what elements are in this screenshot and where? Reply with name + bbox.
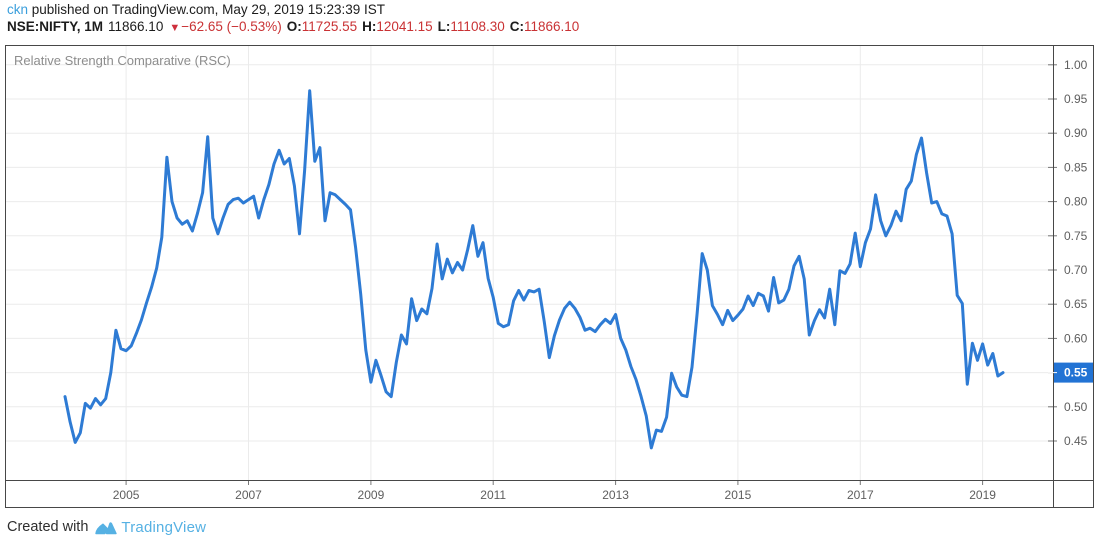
x-axis-label: 2011 — [480, 488, 506, 502]
chart-area: 0.45 0.50 0.55 0.60 0.65 0.70 0.75 0.80 0.85 0.90… — [5, 45, 1094, 508]
y-axis-label: 0.50 — [1064, 400, 1088, 414]
y-axis-label: 0.85 — [1064, 160, 1088, 174]
y-axis-label: 0.75 — [1064, 229, 1088, 243]
chart-canvas[interactable]: 0.45 0.50 0.55 0.60 0.65 0.70 0.75 0.80 0.85 0.90… — [5, 45, 1094, 508]
symbol-info-bar: NSE:NIFTY, 1M 11866.10 ▼−62.65 (−0.53%) O:1… — [7, 19, 579, 36]
chart-frame — [5, 45, 1094, 508]
x-axis-label: 2009 — [358, 488, 385, 502]
x-axis-label: 2007 — [235, 488, 262, 502]
rsc-line-series — [63, 89, 1005, 450]
indicator-label: Relative Strength Comparative (RSC) — [14, 53, 231, 68]
y-axis-label: 0.90 — [1064, 126, 1088, 140]
price-badge — [1054, 362, 1093, 383]
last-price: 11866.10 — [108, 19, 164, 34]
price-change: −62.65 (−0.53%) — [181, 19, 282, 34]
open-label: O: — [286, 19, 302, 34]
y-axis-label: 0.95 — [1064, 92, 1088, 106]
low-label: L: — [437, 19, 451, 34]
y-axis-label: 0.60 — [1064, 331, 1088, 345]
symbol-interval: NSE:NIFTY, 1M — [7, 19, 104, 34]
tradingview-link[interactable]: TradingView — [94, 519, 206, 536]
high-value: 12041.15 — [376, 19, 433, 34]
tradingview-logo-icon — [95, 521, 118, 534]
price-badge-label: 0.55 — [1064, 366, 1088, 380]
publish-info: ckn published on TradingView.com, May 29… — [7, 2, 385, 18]
attribution-bar: Created with TradingView — [7, 515, 206, 539]
author-link[interactable]: ckn — [7, 2, 29, 17]
y-axis-label: 0.70 — [1064, 263, 1088, 277]
close-value: 11866.10 — [523, 19, 580, 34]
y-axis-label: 1.00 — [1064, 58, 1088, 72]
x-axis-label: 2019 — [969, 488, 996, 502]
close-label: C: — [509, 19, 524, 34]
tradingview-brand-text: TradingView — [121, 518, 207, 536]
y-axis-label: 0.65 — [1064, 297, 1088, 311]
down-triangle-icon: ▼ — [169, 22, 181, 34]
y-axis-label: 0.45 — [1064, 434, 1088, 448]
low-value: 11108.30 — [450, 19, 505, 34]
x-axis-label: 2013 — [602, 488, 629, 502]
x-axis-label: 2015 — [725, 488, 752, 502]
y-axis-label: 0.80 — [1064, 195, 1088, 209]
created-with-text: Created with — [7, 519, 89, 535]
high-label: H: — [362, 19, 377, 34]
open-value: 11725.55 — [301, 19, 358, 34]
x-axis-label: 2017 — [847, 488, 874, 502]
publish-text: published on TradingView.com, May 29, 20… — [28, 2, 385, 17]
x-axis-label: 2005 — [113, 488, 140, 502]
